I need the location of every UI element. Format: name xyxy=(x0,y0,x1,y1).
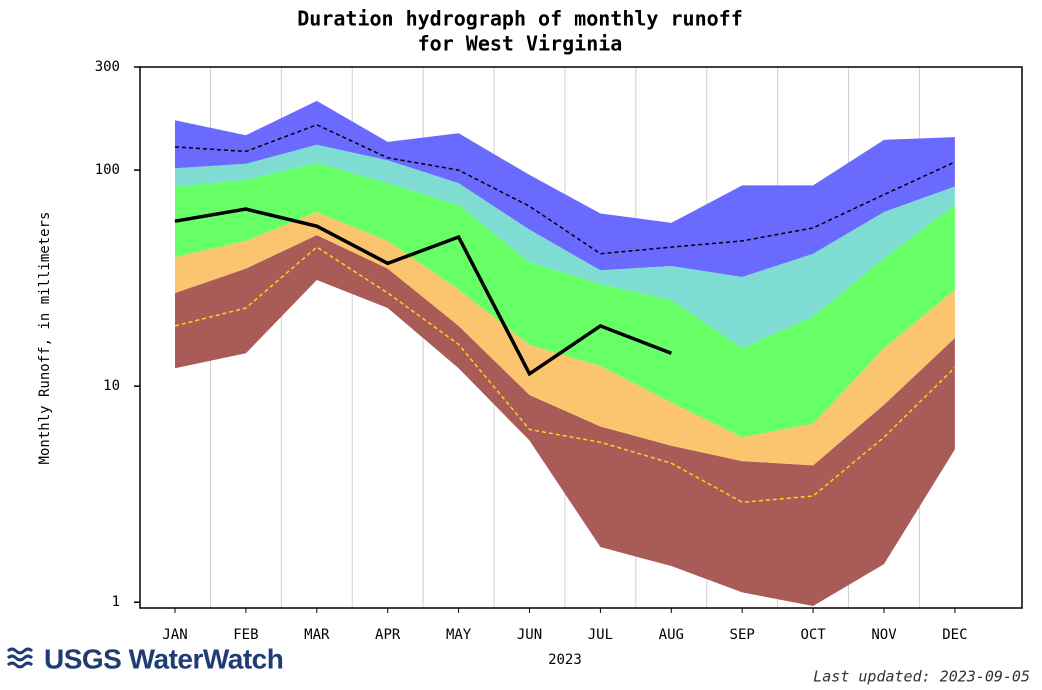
line xyxy=(174,207,672,377)
y-tick-label: 1 xyxy=(112,594,120,610)
percentile-band xyxy=(175,144,955,349)
y-tick-label: 300 xyxy=(95,59,120,75)
chart-title: for West Virginia xyxy=(418,32,623,56)
x-tick-label: JUN xyxy=(517,627,542,643)
percentile-band xyxy=(175,100,955,277)
logo-icon xyxy=(6,647,34,669)
x-tick-label: NOV xyxy=(871,627,897,643)
x-tick-label: OCT xyxy=(800,627,826,643)
y-tick-label: 10 xyxy=(103,378,120,394)
logo: USGS WaterWatch xyxy=(44,643,283,674)
plot-frame xyxy=(139,66,1023,609)
x-tick-label: JAN xyxy=(162,627,187,643)
y-axis-label: Monthly Runoff, in millimeters xyxy=(37,212,53,465)
x-tick-label: AUG xyxy=(659,627,684,643)
percentile-band xyxy=(175,235,955,607)
x-tick-label: APR xyxy=(375,627,401,643)
line xyxy=(174,246,956,504)
x-tick-label: MAY xyxy=(446,627,472,643)
line xyxy=(174,124,956,255)
percentile-band xyxy=(175,162,955,438)
y-tick-label: 100 xyxy=(95,162,120,178)
x-tick-label: SEP xyxy=(730,627,755,643)
x-tick-label: FEB xyxy=(233,627,258,643)
last-updated: Last updated: 2023-09-05 xyxy=(813,668,1030,686)
x-tick-label: DEC xyxy=(942,627,967,643)
x-axis-label: 2023 xyxy=(548,652,582,668)
x-tick-label: JUL xyxy=(588,627,613,643)
chart-title: Duration hydrograph of monthly runoff xyxy=(297,7,743,31)
x-tick-label: MAR xyxy=(304,627,330,643)
